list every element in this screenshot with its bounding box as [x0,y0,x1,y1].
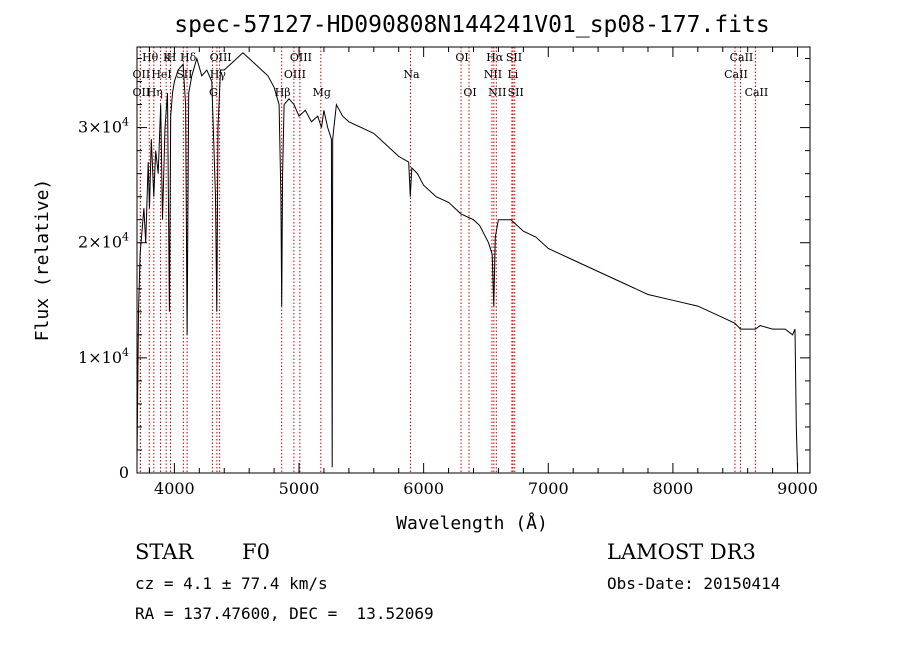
axis-ticks [137,47,810,474]
line-label: K [163,51,172,64]
x-tick-label: 6000 [403,479,444,498]
plot-frame [136,46,811,474]
line-label: G [209,86,218,99]
chart-title: spec-57127-HD090808N144241V01_sp08-177.f… [174,12,769,38]
x-axis-label: Wavelength (Å) [396,512,548,534]
survey-name: LAMOST DR3 [607,540,756,564]
y-tick-exponent: 4 [122,231,129,244]
spectrum-line [136,52,798,468]
line-label: OIII [284,68,306,81]
redshift-velocity: cz = 4.1 ± 77.4 km/s [135,574,328,593]
x-tick-label: 8000 [653,479,694,498]
line-label: H [167,51,177,64]
y-tick-label: 0 [119,463,129,482]
line-label: Hη [147,86,163,99]
line-label: SII [506,51,522,64]
y-tick-label: 3×104 [78,116,129,137]
observation-date: Obs-Date: 20150414 [607,574,781,593]
spectrum-series [136,52,798,468]
line-label: Hδ [180,51,197,64]
y-tick-mantissa: 2×10 [78,233,122,252]
line-label: Hβ [275,86,291,99]
line-label: OI [463,86,476,99]
line-label: CaII [724,68,748,81]
line-label: OIII [290,51,312,64]
line-label: CaII [745,86,769,99]
x-tick-label: 4000 [154,479,195,498]
y-tick-label: 2×104 [78,231,129,252]
y-tick-exponent: 4 [122,346,129,359]
object-subclass: F0 [242,540,270,564]
line-label: NII [488,86,506,99]
x-tick-label: 5000 [279,479,320,498]
line-label: Mg [313,86,331,99]
line-markers: HθOIIOIIHηHeIKHSIIHδGHγOIIIHβOIIIOIIIMgN… [133,47,769,473]
y-tick-mantissa: 3×10 [78,118,122,137]
line-label: SII [508,86,524,99]
line-label: Hθ [142,51,159,64]
y-tick-label: 1×104 [78,346,129,367]
y-tick-mantissa: 0 [119,463,129,482]
line-label: OIII [210,51,232,64]
object-class: STAR [135,540,194,564]
line-label: OI [455,51,468,64]
y-axis-label: Flux (relative) [32,179,53,342]
line-label: OII [133,68,151,81]
y-tick-mantissa: 1×10 [78,348,122,367]
line-label: SII [176,68,192,81]
line-label: Li [507,68,518,81]
x-tick-label: 9000 [777,479,818,498]
line-label: Na [403,68,420,81]
x-tick-label: 7000 [528,479,569,498]
coordinates: RA = 137.47600, DEC = 13.52069 [135,604,434,623]
line-label: NII [484,68,502,81]
line-label: Hγ [210,68,227,81]
line-label: HeI [151,68,171,81]
line-label: CaII [730,51,754,64]
line-label: Hα [486,51,504,64]
y-tick-exponent: 4 [122,116,129,129]
